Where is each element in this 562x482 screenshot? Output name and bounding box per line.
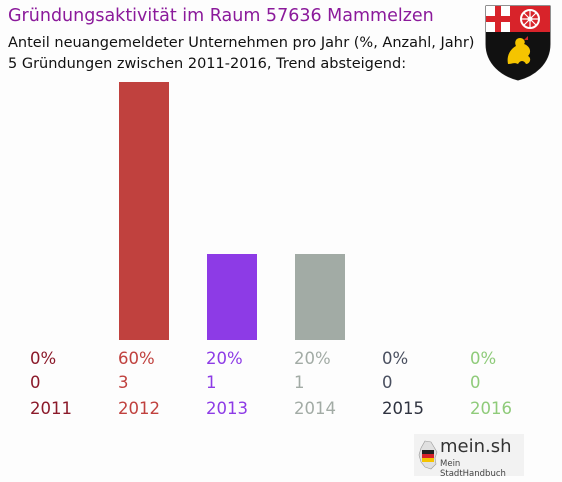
bar-2013 [207, 254, 257, 340]
percent-label: 0% [30, 349, 56, 368]
year-label: 2011 [30, 399, 72, 418]
brand-logo[interactable]: mein.sh Mein StadtHandbuch [414, 434, 524, 479]
count-label: 0 [470, 373, 481, 392]
logo-text: mein.sh [440, 436, 512, 457]
count-label: 1 [294, 373, 305, 392]
bar-2014 [295, 254, 345, 340]
bar-2012 [119, 82, 169, 340]
percent-label: 20% [206, 349, 243, 368]
percent-label: 0% [470, 349, 496, 368]
chart-subtitle: Anteil neuangemeldeter Unternehmen pro J… [8, 35, 475, 51]
year-label: 2013 [206, 399, 248, 418]
germany-map-icon [418, 440, 438, 470]
percent-label: 60% [118, 349, 155, 368]
percent-label: 20% [294, 349, 331, 368]
logo-tagline: Mein StadtHandbuch [440, 459, 506, 479]
chart-summary: 5 Gründungen zwischen 2011-2016, Trend a… [8, 56, 407, 72]
year-label: 2015 [382, 399, 424, 418]
year-label: 2012 [118, 399, 160, 418]
year-label: 2016 [470, 399, 512, 418]
percent-label: 0% [382, 349, 408, 368]
coat-of-arms-icon [485, 5, 551, 81]
count-label: 3 [118, 373, 129, 392]
chart-title: Gründungsaktivität im Raum 57636 Mammelz… [8, 6, 434, 26]
count-label: 0 [30, 373, 41, 392]
year-label: 2014 [294, 399, 336, 418]
count-label: 0 [382, 373, 393, 392]
count-label: 1 [206, 373, 217, 392]
